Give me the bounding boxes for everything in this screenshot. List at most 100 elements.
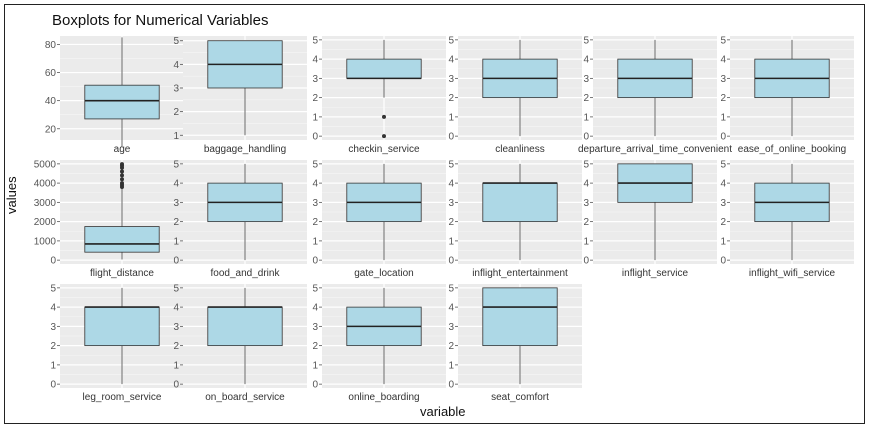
panel-departure-arrival-time-convenient-tick-label: 3	[583, 74, 589, 85]
panel-inflight-wifi-service-tick-label: 2	[720, 217, 726, 228]
panel-inflight-service-tick-label: 0	[583, 256, 589, 267]
panel-departure-arrival-time-convenient-tick-label: 0	[583, 132, 589, 143]
panel-gate-location-tick-label: 5	[312, 159, 318, 170]
panel-age-tick-label: 40	[45, 96, 57, 107]
panel-inflight-service-tick-label: 2	[583, 217, 589, 228]
panel-checkin-service-tick-label: 3	[312, 74, 318, 85]
panel-departure-arrival-time-convenient-tick-label: 1	[583, 112, 589, 123]
panel-age-tick-label: 60	[45, 68, 57, 79]
panel-gate-location-tick-label: 2	[312, 217, 318, 228]
panel-leg-room-service-x-label: leg_room_service	[83, 392, 162, 403]
panel-online-boarding-tick-label: 1	[312, 360, 318, 371]
chart-title: Boxplots for Numerical Variables	[52, 12, 269, 29]
panel-food-and-drink-tick-label: 3	[173, 198, 179, 209]
panel-food-and-drink-x-label: food_and_drink	[211, 268, 281, 279]
panel-inflight-service-tick-label: 1	[583, 236, 589, 247]
panel-departure-arrival-time-convenient-tick-label: 4	[583, 55, 589, 66]
panel-checkin-service-tick-label: 2	[312, 93, 318, 104]
panel-cleanliness-tick-label: 2	[448, 93, 454, 104]
panel-departure-arrival-time-convenient-x-label: departure_arrival_time_convenient	[578, 144, 732, 155]
panel-seat-comfort-tick-label: 5	[448, 283, 454, 294]
panel-baggage-handling-tick-label: 4	[173, 60, 179, 71]
panel-inflight-entertainment-tick-label: 0	[448, 256, 454, 267]
panel-cleanliness-tick-label: 5	[448, 35, 454, 46]
panel-flight-distance-outlier	[120, 169, 124, 174]
panel-baggage-handling-tick-label: 1	[173, 131, 179, 142]
panel-baggage-handling-tick-label: 5	[173, 36, 179, 47]
panel-inflight-entertainment-x-label: inflight_entertainment	[472, 268, 568, 279]
panel-cleanliness-tick-label: 4	[448, 55, 454, 66]
panel-inflight-service-tick-label: 5	[583, 159, 589, 170]
panel-leg-room-service-tick-label: 3	[50, 322, 56, 333]
panel-inflight-entertainment-tick-label: 4	[448, 179, 454, 190]
panel-food-and-drink-tick-label: 1	[173, 236, 179, 247]
panel-cleanliness-x-label: cleanliness	[495, 144, 544, 155]
panel-on-board-service-tick-label: 0	[173, 380, 179, 391]
panel-inflight-service-tick-label: 4	[583, 179, 589, 190]
panel-checkin-service-box	[346, 58, 422, 79]
panel-inflight-wifi-service-tick-label: 5	[720, 159, 726, 170]
panel-age-box	[84, 84, 160, 120]
panel-ease-of-online-booking-tick-label: 3	[720, 74, 726, 85]
panel-seat-comfort-box	[482, 287, 558, 347]
panel-leg-room-service-tick-label: 4	[50, 303, 56, 314]
panel-inflight-entertainment-tick-label: 2	[448, 217, 454, 228]
panel-leg-room-service-tick-label: 1	[50, 360, 56, 371]
panel-ease-of-online-booking-tick-label: 5	[720, 35, 726, 46]
panel-cleanliness-tick-label: 0	[448, 132, 454, 143]
panel-inflight-entertainment-tick-label: 3	[448, 198, 454, 209]
panel-flight-distance-tick-label: 3000	[34, 198, 57, 209]
panel-gate-location-tick-label: 1	[312, 236, 318, 247]
panel-checkin-service-tick-label: 4	[312, 55, 318, 66]
panel-on-board-service-tick-label: 1	[173, 360, 179, 371]
panel-departure-arrival-time-convenient-tick-label: 2	[583, 93, 589, 104]
panel-inflight-wifi-service-tick-label: 0	[720, 256, 726, 267]
panel-seat-comfort-x-label: seat_comfort	[491, 392, 549, 403]
panel-on-board-service-tick-label: 5	[173, 283, 179, 294]
panel-cleanliness-tick-label: 1	[448, 112, 454, 123]
panel-seat-comfort-tick-label: 4	[448, 303, 454, 314]
panel-checkin-service-tick-label: 0	[312, 132, 318, 143]
panel-seat-comfort-tick-label: 1	[448, 360, 454, 371]
panel-online-boarding-tick-label: 0	[312, 380, 318, 391]
panel-on-board-service-x-label: on_board_service	[205, 392, 285, 403]
x-axis-label: variable	[420, 404, 466, 419]
panel-inflight-entertainment-tick-label: 5	[448, 159, 454, 170]
panel-inflight-service-tick-label: 3	[583, 198, 589, 209]
panel-ease-of-online-booking-tick-label: 0	[720, 132, 726, 143]
panel-seat-comfort-tick-label: 0	[448, 380, 454, 391]
panel-ease-of-online-booking-tick-label: 2	[720, 93, 726, 104]
panel-flight-distance-tick-label: 4000	[34, 179, 57, 190]
panel-baggage-handling-tick-label: 3	[173, 84, 179, 95]
panel-seat-comfort-tick-label: 2	[448, 341, 454, 352]
panel-leg-room-service-box	[84, 306, 160, 347]
panel-flight-distance-box	[84, 226, 160, 253]
panel-leg-room-service-tick-label: 0	[50, 380, 56, 391]
panel-checkin-service-x-label: checkin_service	[348, 144, 420, 155]
panel-gate-location-x-label: gate_location	[354, 268, 414, 279]
panel-seat-comfort-tick-label: 3	[448, 322, 454, 333]
panel-inflight-wifi-service-tick-label: 1	[720, 236, 726, 247]
panel-age-tick-label: 80	[45, 40, 57, 51]
panel-checkin-service-tick-label: 1	[312, 112, 318, 123]
panel-flight-distance-outlier	[120, 181, 124, 186]
panel-on-board-service-tick-label: 4	[173, 303, 179, 314]
panel-food-and-drink-tick-label: 4	[173, 179, 179, 190]
panel-flight-distance-outlier	[120, 162, 124, 167]
panel-inflight-wifi-service-tick-label: 4	[720, 179, 726, 190]
panel-gate-location-tick-label: 3	[312, 198, 318, 209]
panel-online-boarding-tick-label: 4	[312, 303, 318, 314]
panel-inflight-service-x-label: inflight_service	[622, 268, 689, 279]
panel-flight-distance-tick-label: 0	[50, 256, 56, 267]
panel-online-boarding-tick-label: 2	[312, 341, 318, 352]
panel-food-and-drink-tick-label: 2	[173, 217, 179, 228]
panel-on-board-service-tick-label: 2	[173, 341, 179, 352]
panel-online-boarding-tick-label: 5	[312, 283, 318, 294]
panel-baggage-handling-x-label: baggage_handling	[204, 144, 286, 155]
panel-on-board-service-box	[207, 306, 283, 347]
panel-food-and-drink-tick-label: 5	[173, 159, 179, 170]
panel-inflight-wifi-service-x-label: inflight_wifi_service	[749, 268, 836, 279]
panel-online-boarding-x-label: online_boarding	[348, 392, 419, 403]
panel-flight-distance-tick-label: 1000	[34, 236, 57, 247]
panel-on-board-service-tick-label: 3	[173, 322, 179, 333]
